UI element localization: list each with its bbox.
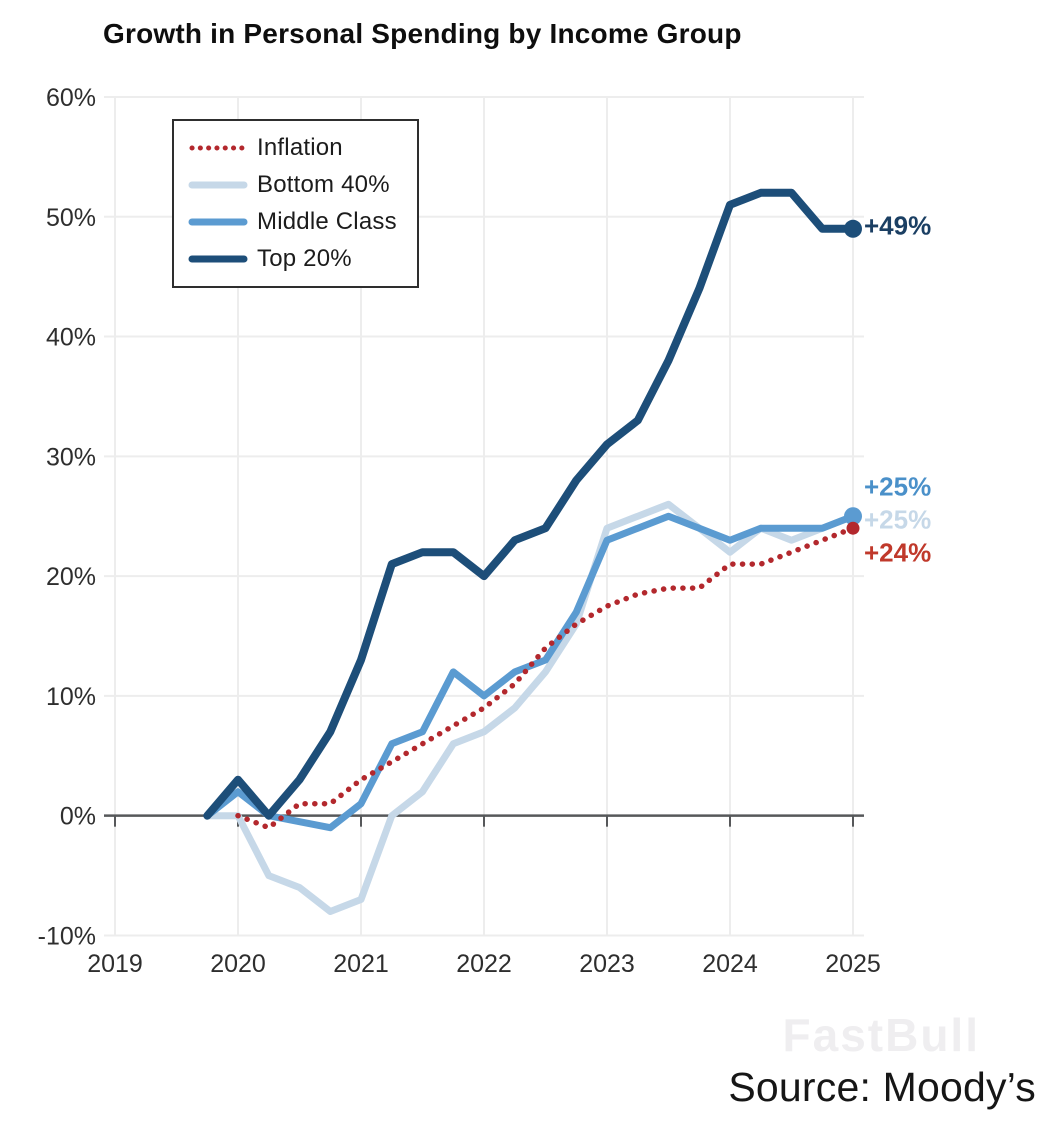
y-axis-label--10%: -10% [38, 922, 96, 950]
series-line-middle-class [203, 512, 857, 832]
legend-swatch-top-20 [188, 255, 248, 263]
legend-swatch-inflation [189, 145, 247, 151]
x-axis-label-2023: 2023 [579, 950, 635, 978]
x-axis-label-2025: 2025 [825, 950, 881, 978]
legend-item-bottom-40: Bottom 40% [188, 171, 397, 199]
end-label-middle-class: +25% [864, 471, 932, 502]
legend-swatch-middle-class [188, 218, 248, 226]
y-axis-label-60%: 60% [46, 84, 96, 112]
x-axis-label-2021: 2021 [333, 950, 389, 978]
x-axis-label-2020: 2020 [210, 950, 266, 978]
watermark: FastBull [782, 1009, 980, 1061]
series-line-top-20 [203, 188, 857, 820]
y-axis-label-50%: 50% [46, 204, 96, 232]
series-end-dot-middle-class [844, 507, 862, 526]
legend-item-top-20: Top 20% [188, 245, 397, 273]
y-axis-label-10%: 10% [46, 683, 96, 711]
x-axis-label-2019: 2019 [87, 950, 143, 978]
legend-label-inflation: Inflation [257, 134, 343, 161]
end-label-bottom-40: +25% [864, 504, 932, 535]
legend-swatch-bottom-40 [188, 181, 248, 189]
y-axis-label-40%: 40% [46, 324, 96, 352]
end-label-inflation: +24% [864, 537, 932, 568]
series-end-dot-inflation [846, 521, 860, 535]
legend-item-middle-class: Middle Class [188, 208, 397, 236]
x-axis-label-2022: 2022 [456, 950, 512, 978]
y-axis-label-30%: 30% [46, 443, 96, 471]
series-end-dot-top-20 [844, 219, 862, 238]
x-axis-label-2024: 2024 [702, 950, 758, 978]
legend-item-inflation: Inflation [188, 134, 397, 162]
source-text: Source: Moody’s [728, 1064, 1036, 1110]
legend-label-middle-class: Middle Class [257, 208, 397, 235]
legend-label-top-20: Top 20% [257, 245, 352, 272]
end-label-top-20: +49% [864, 210, 932, 241]
chart-title: Growth in Personal Spending by Income Gr… [103, 18, 742, 49]
legend: Inflation Bottom 40% Middle Class Top 20% [172, 119, 419, 288]
y-axis-label-20%: 20% [46, 563, 96, 591]
y-axis-label-0%: 0% [60, 803, 96, 831]
series-line-bottom-40 [203, 500, 857, 915]
series-line-inflation [235, 525, 856, 831]
legend-label-bottom-40: Bottom 40% [257, 171, 390, 198]
